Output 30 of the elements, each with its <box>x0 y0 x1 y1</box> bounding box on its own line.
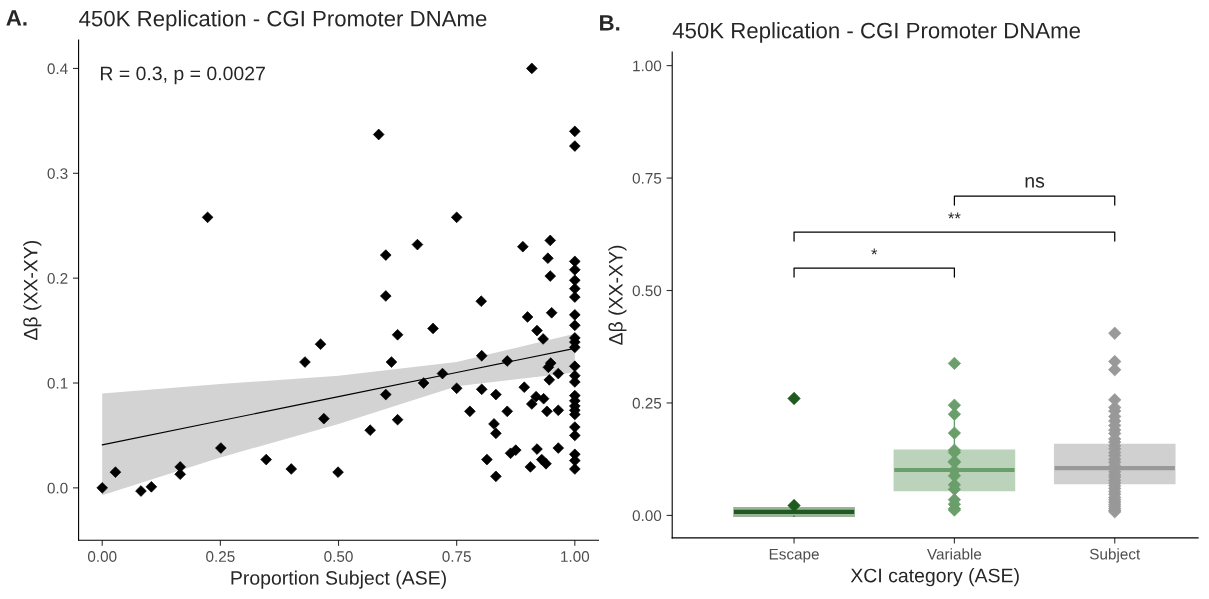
x-axis-title: Proportion Subject (ASE) <box>231 570 446 589</box>
y-tick-label: 0.00 <box>632 510 662 522</box>
y-tick-label: 0.0 <box>47 482 68 494</box>
x-tick-label: 0.50 <box>324 551 353 562</box>
y-tick-label: 0.50 <box>632 285 662 297</box>
x-tick-label: 0.00 <box>87 551 117 562</box>
x-tick-label: 1.00 <box>561 551 590 562</box>
y-axis-title: Δβ (XX-XY) <box>23 240 42 341</box>
chart-title: 450K Replication - CGI Promoter DNAme <box>79 10 487 31</box>
y-tick-label: 0.1 <box>47 377 68 389</box>
text: A. <box>6 10 27 26</box>
chart-title: 450K Replication - CGI Promoter DNAme <box>672 22 1081 43</box>
annotation: * <box>871 248 878 255</box>
y-tick-label: 0.2 <box>47 273 68 284</box>
x-axis-title: XCI category (ASE) <box>850 568 1019 587</box>
x-tick-label: 0.75 <box>442 551 471 562</box>
annotation: ns <box>1025 177 1045 188</box>
annotation: R = 0.3, p = 0.0027 <box>100 66 265 85</box>
x-tick-label: Escape <box>769 548 819 563</box>
y-tick-label: 0.25 <box>632 397 662 409</box>
y-tick-label: 0.3 <box>47 168 68 179</box>
y-tick-label: 0.75 <box>632 172 662 184</box>
x-tick-label: 0.25 <box>206 551 235 562</box>
y-tick-label: 0.4 <box>47 63 68 75</box>
text: B. <box>600 15 620 31</box>
x-tick-label: Variable <box>927 548 982 560</box>
annotation: ** <box>948 212 961 219</box>
x-tick-label: Subject <box>1089 548 1141 563</box>
y-tick-label: 1.00 <box>633 60 662 72</box>
y-axis-title: Δβ (XX-XY) <box>608 245 627 345</box>
